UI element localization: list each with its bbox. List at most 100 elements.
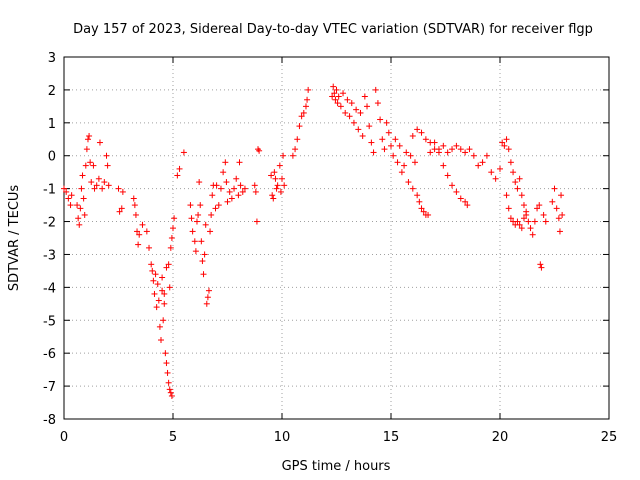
data-point bbox=[292, 146, 299, 153]
data-point bbox=[422, 136, 429, 143]
data-point bbox=[176, 165, 183, 172]
data-point bbox=[207, 228, 214, 235]
data-point bbox=[83, 146, 90, 153]
data-point bbox=[366, 123, 373, 130]
data-point bbox=[180, 149, 187, 156]
data-point bbox=[151, 290, 158, 297]
data-point bbox=[223, 179, 230, 186]
data-point bbox=[510, 169, 517, 176]
data-point bbox=[344, 96, 351, 103]
data-point bbox=[540, 211, 547, 218]
data-point bbox=[76, 221, 83, 228]
data-point bbox=[449, 146, 456, 153]
data-point bbox=[337, 103, 344, 110]
data-point bbox=[103, 152, 110, 159]
data-point bbox=[462, 149, 469, 156]
y-axis-label: SDTVAR / TECUs bbox=[7, 185, 22, 292]
x-tick-label: 10 bbox=[274, 430, 291, 445]
data-point bbox=[61, 185, 67, 192]
data-point bbox=[88, 179, 95, 186]
data-point bbox=[236, 159, 243, 166]
data-point bbox=[165, 379, 172, 386]
data-point bbox=[159, 287, 166, 294]
data-point bbox=[91, 185, 98, 192]
data-point bbox=[512, 179, 519, 186]
data-point bbox=[104, 162, 111, 169]
data-point bbox=[440, 142, 447, 149]
data-point bbox=[166, 386, 173, 393]
data-point bbox=[168, 235, 175, 241]
x-tick-label: 5 bbox=[169, 430, 177, 445]
data-points bbox=[61, 83, 566, 399]
data-point bbox=[95, 175, 102, 182]
data-point bbox=[279, 175, 285, 182]
data-point bbox=[220, 169, 227, 176]
data-point bbox=[197, 202, 204, 209]
data-point bbox=[394, 159, 401, 166]
data-point bbox=[304, 96, 311, 103]
data-point bbox=[96, 139, 103, 146]
data-point bbox=[167, 389, 174, 396]
data-point bbox=[81, 211, 88, 218]
data-point bbox=[163, 264, 170, 271]
data-point bbox=[193, 218, 200, 225]
data-point bbox=[252, 188, 259, 195]
data-point bbox=[162, 350, 169, 357]
y-tick-label: -2 bbox=[43, 216, 56, 231]
data-point bbox=[269, 192, 276, 199]
data-point bbox=[188, 215, 195, 222]
data-point bbox=[272, 175, 279, 182]
data-point bbox=[132, 211, 139, 218]
data-point bbox=[514, 185, 521, 192]
data-point bbox=[453, 142, 460, 149]
data-point bbox=[390, 152, 397, 159]
data-point bbox=[213, 182, 220, 189]
data-point bbox=[119, 188, 126, 195]
data-point bbox=[212, 205, 219, 212]
data-point bbox=[462, 198, 469, 205]
data-point bbox=[333, 86, 340, 93]
y-tick-label: -3 bbox=[43, 248, 56, 263]
data-point bbox=[163, 360, 170, 367]
data-point bbox=[174, 172, 181, 179]
data-point bbox=[538, 264, 545, 271]
data-point bbox=[556, 228, 563, 235]
data-point bbox=[170, 225, 176, 232]
y-tick-label: 1 bbox=[48, 117, 56, 132]
data-point bbox=[302, 103, 309, 110]
data-point bbox=[372, 86, 379, 93]
data-point bbox=[160, 317, 167, 324]
data-point bbox=[152, 271, 159, 278]
data-point bbox=[453, 188, 460, 195]
data-point bbox=[398, 169, 405, 176]
y-tick-label: -7 bbox=[43, 380, 56, 395]
data-point bbox=[154, 281, 161, 288]
data-point bbox=[409, 132, 416, 139]
data-point bbox=[385, 129, 392, 136]
data-point bbox=[401, 162, 408, 169]
data-point bbox=[405, 179, 412, 186]
data-point bbox=[166, 284, 173, 291]
data-point bbox=[208, 211, 215, 218]
data-point bbox=[105, 182, 112, 189]
data-point bbox=[523, 208, 530, 215]
data-point bbox=[355, 126, 362, 133]
data-point bbox=[305, 86, 312, 93]
x-tick-label: 15 bbox=[383, 430, 400, 445]
data-point bbox=[270, 195, 277, 202]
data-point bbox=[411, 159, 418, 166]
data-point bbox=[74, 202, 81, 209]
data-point bbox=[65, 195, 72, 202]
data-point bbox=[534, 205, 541, 212]
x-tick-label: 20 bbox=[492, 430, 509, 445]
data-point bbox=[529, 231, 536, 238]
data-point bbox=[192, 248, 199, 255]
chart-title: Day 157 of 2023, Sidereal Day-to-day VTE… bbox=[73, 22, 593, 37]
data-point bbox=[80, 195, 87, 202]
y-tick-label: -4 bbox=[43, 281, 56, 296]
data-point bbox=[168, 392, 175, 399]
data-point bbox=[87, 159, 94, 166]
data-point bbox=[359, 132, 366, 139]
data-point bbox=[215, 202, 222, 209]
y-tick-label: -8 bbox=[43, 413, 56, 428]
